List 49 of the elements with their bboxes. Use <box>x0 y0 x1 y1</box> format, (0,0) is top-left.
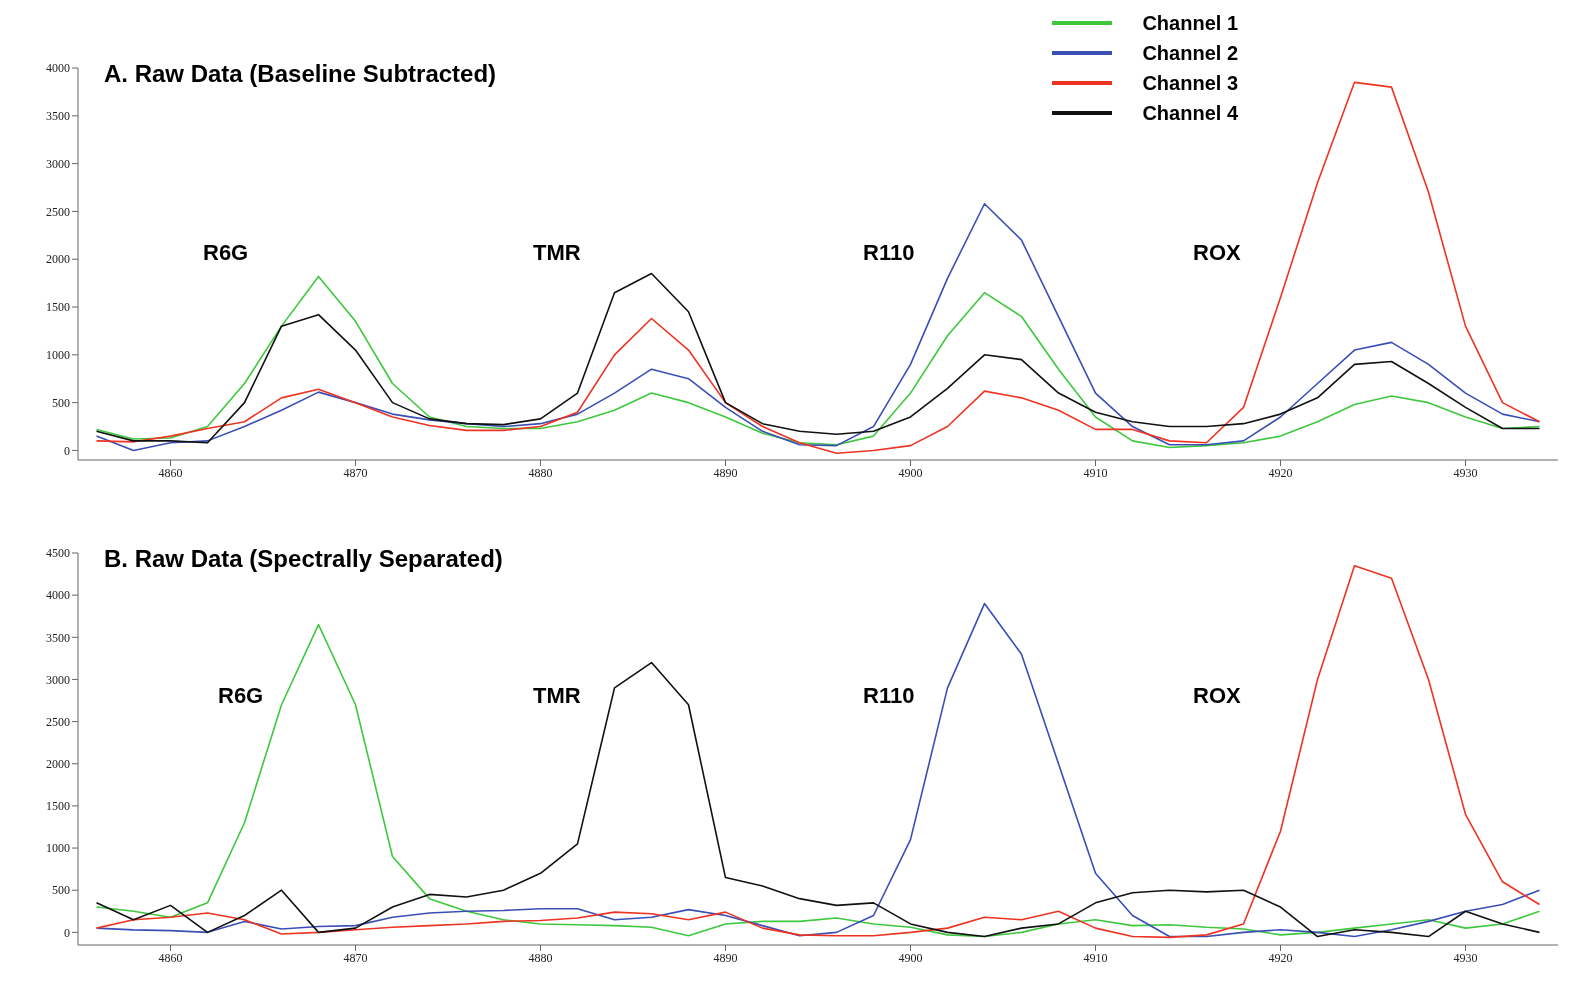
legend-label: Channel 2 <box>1142 41 1238 65</box>
y-tick-label: 2500 <box>46 204 70 219</box>
y-tick-label: 2000 <box>46 757 70 772</box>
x-tick-label: 4890 <box>713 465 738 480</box>
y-tick-label: 0 <box>64 443 70 458</box>
y-tick-label: 2500 <box>46 714 70 729</box>
x-tick-label: 4920 <box>1268 950 1293 965</box>
y-tick-label: 3500 <box>46 630 70 645</box>
annotation: TMR <box>533 240 581 266</box>
x-tick-label: 4870 <box>343 465 368 480</box>
x-tick-label: 4910 <box>1083 465 1108 480</box>
y-tick-label: 500 <box>52 883 70 898</box>
x-tick-label: 4870 <box>343 950 368 965</box>
annotation: R6G <box>218 683 264 709</box>
y-tick-label: 1000 <box>46 841 70 856</box>
y-tick-label: 4000 <box>46 588 70 603</box>
legend-label: Channel 3 <box>1142 71 1238 95</box>
x-tick-label: 4860 <box>158 465 183 480</box>
y-tick-label: 0 <box>64 925 70 940</box>
chart-title: A. Raw Data (Baseline Subtracted) <box>104 60 497 88</box>
x-tick-label: 4880 <box>528 950 553 965</box>
x-tick-label: 4880 <box>528 465 553 480</box>
y-tick-label: 3000 <box>46 672 70 687</box>
y-tick-label: 4000 <box>46 61 70 76</box>
y-tick-label: 3000 <box>46 156 70 171</box>
y-tick-label: 500 <box>52 395 70 410</box>
y-tick-label: 1500 <box>46 300 70 315</box>
y-tick-label: 2000 <box>46 252 70 267</box>
annotation: ROX <box>1193 683 1241 709</box>
x-tick-label: 4930 <box>1453 465 1478 480</box>
y-tick-label: 1500 <box>46 799 70 814</box>
x-tick-label: 4930 <box>1453 950 1478 965</box>
y-tick-label: 4500 <box>46 546 70 561</box>
x-tick-label: 4900 <box>898 950 923 965</box>
chart-title: B. Raw Data (Spectrally Separated) <box>104 545 503 573</box>
annotation: R110 <box>863 683 915 709</box>
legend-label: Channel 4 <box>1142 101 1238 125</box>
y-tick-label: 1000 <box>46 348 70 363</box>
x-tick-label: 4860 <box>158 950 183 965</box>
x-tick-label: 4900 <box>898 465 923 480</box>
annotation: ROX <box>1193 240 1241 266</box>
annotation: TMR <box>533 683 581 709</box>
x-tick-label: 4920 <box>1268 465 1293 480</box>
annotation: R110 <box>863 240 915 266</box>
legend-label: Channel 1 <box>1142 11 1238 35</box>
x-tick-label: 4910 <box>1083 950 1108 965</box>
annotation: R6G <box>203 240 249 266</box>
y-tick-label: 3500 <box>46 109 70 124</box>
x-tick-label: 4890 <box>713 950 738 965</box>
